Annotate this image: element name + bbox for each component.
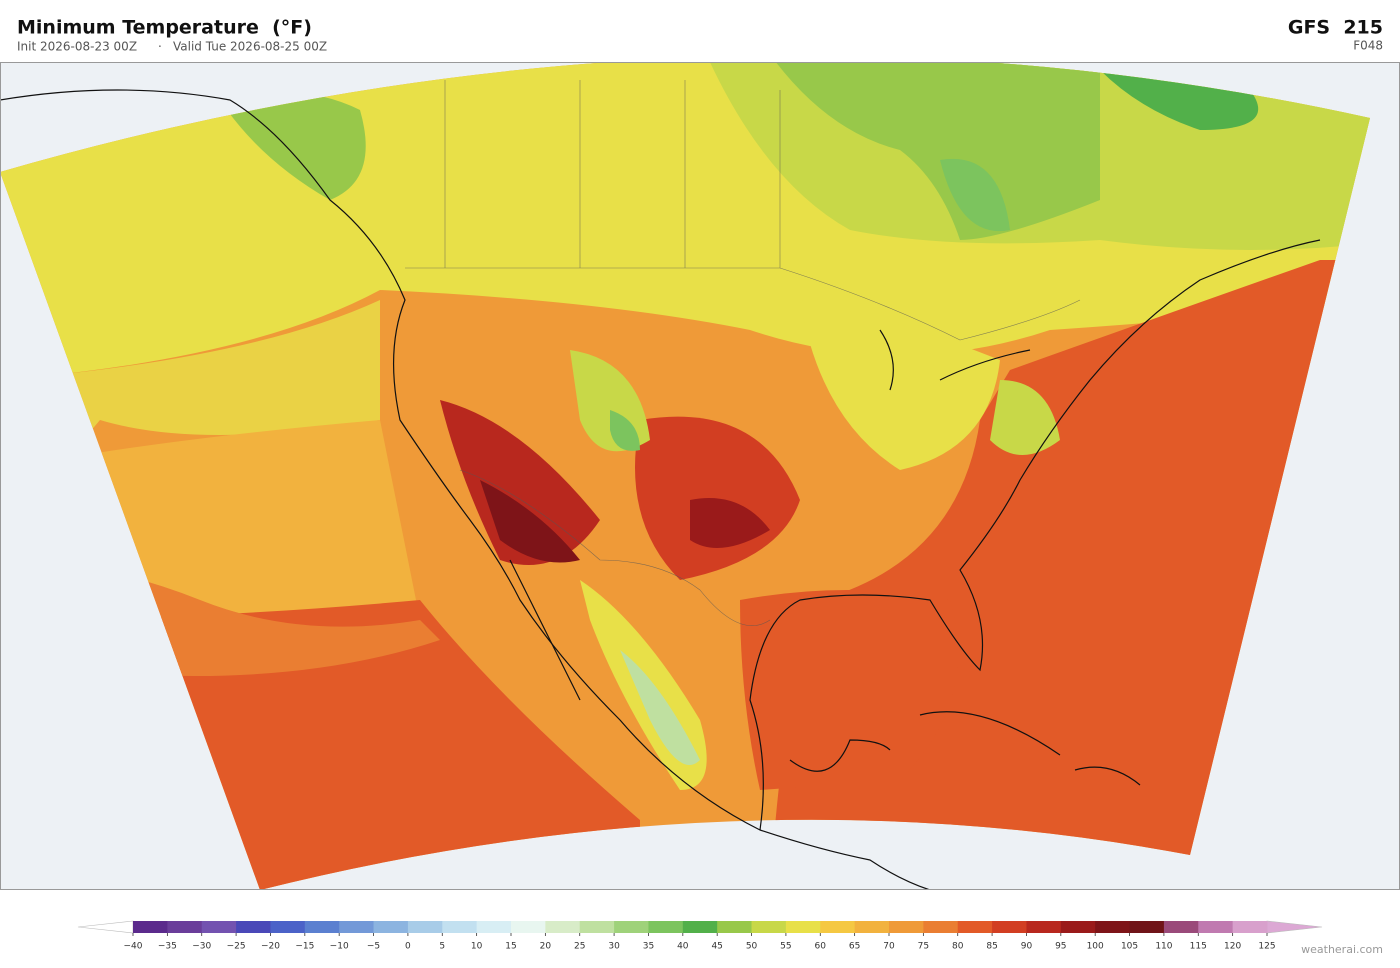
colorbar-over [1266, 920, 1323, 934]
colorbar-tick-label: 75 [918, 942, 929, 952]
colorbar-bin [1198, 921, 1234, 933]
colorbar-tick-label: 105 [1121, 942, 1138, 952]
colorbar-tick-label: −30 [192, 942, 211, 952]
colorbar-bin [854, 921, 890, 933]
init-time: Init 2026-08-23 00Z [17, 40, 137, 54]
colorbar-bin [820, 921, 856, 933]
colorbar-tick-label: 115 [1190, 942, 1207, 952]
colorbar-bin [236, 921, 271, 933]
colorbar-tick-label: 55 [780, 942, 791, 952]
colorbar-bin [785, 921, 821, 933]
colorbar-bin [992, 921, 1027, 933]
colorbar-bin [682, 921, 718, 933]
colorbar-bin [442, 921, 478, 933]
colorbar-bin [133, 921, 168, 933]
colorbar-tick-label: 125 [1258, 942, 1275, 952]
colorbar-bin [751, 921, 787, 933]
title: Minimum Temperature (°F) [17, 17, 312, 39]
colorbar-tick-label: 45 [711, 942, 722, 952]
colorbar-tick-label: −35 [158, 942, 177, 952]
colorbar-bin [270, 921, 306, 933]
colorbar-tick-label: 50 [746, 942, 758, 952]
colorbar-bin [957, 921, 993, 933]
colorbar-bin [1060, 921, 1096, 933]
colorbar-bin [1232, 921, 1268, 933]
colorbar-tick-label: 40 [677, 942, 689, 952]
colorbar-bin [614, 921, 649, 933]
colorbar-bin [339, 921, 374, 933]
forecast-hour: F048 [1353, 39, 1383, 53]
colorbar-tick-label: 20 [540, 942, 552, 952]
colorbar-tick-label: 5 [439, 942, 445, 952]
colorbar-tick-label: 80 [952, 942, 964, 952]
colorbar-tick-label: 0 [405, 942, 411, 952]
colorbar-tick-label: 70 [883, 942, 895, 952]
colorbar-bin [1163, 921, 1199, 933]
colorbar-tick-label: 10 [471, 942, 483, 952]
colorbar-tick-label: 35 [643, 942, 654, 952]
colorbar-bin [201, 921, 237, 933]
colorbar-tick-label: 60 [815, 942, 827, 952]
colorbar-bin [648, 921, 684, 933]
colorbar-tick-label: 110 [1155, 942, 1172, 952]
coastlines [0, 89, 1321, 890]
colorbar-bin [889, 921, 924, 933]
colorbar-bin [1095, 921, 1130, 933]
colorbar-tick-label: 95 [1055, 942, 1066, 952]
colorbar-tick-label: −20 [261, 942, 280, 952]
colorbar-tick-label: −5 [367, 942, 380, 952]
colorbar-under [77, 920, 134, 934]
colorbar-bin [304, 921, 340, 933]
colorbar-bin [545, 921, 581, 933]
colorbar-tick-label: −15 [295, 942, 314, 952]
model: GFS 215 [1288, 17, 1383, 39]
separator: · [158, 40, 162, 54]
colorbar: −40 −35 −30 −25 −20 −15 −10 −5 0 5 10 15 20 25 30 35 40 4… [77, 920, 1323, 952]
colorbar-bin [717, 921, 752, 933]
colorbar-bin [923, 921, 959, 933]
colorbar-tick-label: 120 [1224, 942, 1241, 952]
colorbar-tick-label: −40 [124, 942, 143, 952]
colorbar-tick-label: 85 [986, 942, 997, 952]
colorbar-bin [511, 921, 546, 933]
colorbar-bin [579, 921, 615, 933]
borders [405, 80, 1081, 626]
colorbar-bin [407, 921, 443, 933]
colorbar-tick-label: 30 [608, 942, 620, 952]
colorbar-bin [1129, 921, 1165, 933]
colorbar-bin [167, 921, 203, 933]
colorbar-bin [1026, 921, 1062, 933]
map [0, 62, 1400, 890]
colorbar-tick-label: 15 [505, 942, 516, 952]
colorbar-bin [476, 921, 512, 933]
valid-time: Valid Tue 2026-08-25 00Z [173, 40, 327, 54]
colorbar-tick-label: 65 [849, 942, 860, 952]
colorbar-tick-label: −10 [330, 942, 349, 952]
credit: weatherai.com [1301, 943, 1383, 956]
colorbar-bin [373, 921, 409, 933]
colorbar-tick-label: −25 [227, 942, 246, 952]
colorbar-tick-label: 100 [1087, 942, 1104, 952]
temperature-field [0, 62, 1370, 890]
colorbar-tick-label: 25 [574, 942, 585, 952]
colorbar-tick-label: 90 [1021, 942, 1033, 952]
